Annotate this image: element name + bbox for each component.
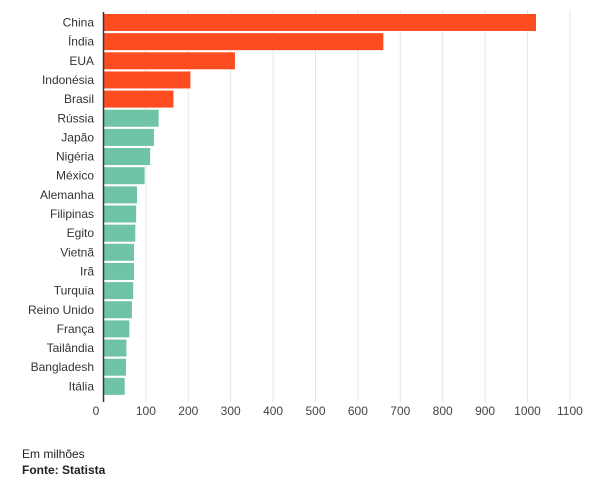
category-label: Bangladesh [31, 360, 94, 374]
bar [103, 339, 127, 357]
category-label: Japão [61, 130, 94, 144]
bar [103, 14, 536, 31]
bar [103, 205, 137, 223]
category-label: Alemanha [40, 188, 94, 202]
bar [103, 52, 235, 70]
category-label: Tailândia [47, 341, 95, 355]
x-tick-label: 700 [390, 404, 410, 418]
category-label: EUA [69, 54, 94, 68]
x-tick-label: 500 [305, 404, 325, 418]
source-note: Fonte: Statista [22, 463, 106, 477]
x-tick-label: 1000 [514, 404, 541, 418]
x-tick-label: 300 [221, 404, 241, 418]
bar [103, 377, 125, 395]
bar [103, 224, 136, 242]
category-label: França [57, 322, 95, 336]
bar [103, 109, 159, 127]
bar [103, 148, 151, 166]
x-tick-label: 400 [263, 404, 283, 418]
bar [103, 301, 132, 319]
bar [103, 243, 135, 261]
unit-note: Em milhões [22, 447, 85, 461]
x-tick-label: 100 [136, 404, 156, 418]
bar [103, 320, 130, 338]
x-tick-label: 0 [93, 404, 100, 418]
x-tick-label: 1100 [557, 404, 583, 418]
category-label: Filipinas [50, 207, 94, 221]
category-label: Nigéria [56, 150, 94, 164]
bar [103, 90, 174, 108]
category-label: Turquia [54, 284, 95, 298]
category-label: Vietnã [60, 245, 94, 259]
bar [103, 33, 384, 51]
bar [103, 71, 191, 89]
x-tick-label: 600 [348, 404, 368, 418]
category-label: Rússia [57, 111, 94, 125]
bar-chart: 0 100 200 300 400 500 600 700 800 900 1000 1100 Chin… [28, 10, 583, 418]
x-tick-label: 900 [475, 404, 495, 418]
bar [103, 128, 154, 146]
category-label: Itália [69, 379, 95, 393]
x-tick-label: 200 [178, 404, 198, 418]
category-label: China [63, 16, 95, 30]
bar [103, 262, 135, 280]
bar [103, 167, 145, 185]
category-label: Indonésia [42, 73, 94, 87]
category-label: Egito [67, 226, 95, 240]
category-label: Brasil [64, 92, 94, 106]
x-tick-label: 800 [433, 404, 453, 418]
category-label: Índia [68, 34, 94, 49]
category-label: Irã [80, 264, 94, 278]
bar [103, 358, 126, 376]
bar [103, 186, 137, 204]
category-label: México [56, 169, 94, 183]
category-label: Reino Unido [28, 303, 94, 317]
bar [103, 282, 134, 300]
